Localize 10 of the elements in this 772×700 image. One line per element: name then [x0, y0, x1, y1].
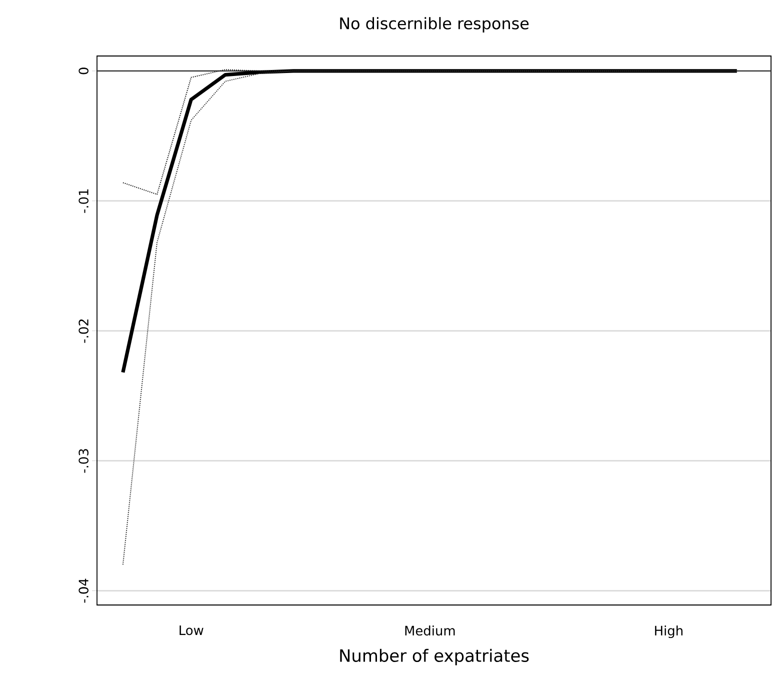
- chart-title: No discernible response: [340, 17, 529, 32]
- y-tick-label: -.03: [78, 449, 88, 473]
- x-axis-title: Number of expatriates: [340, 648, 529, 666]
- x-tick-label: Medium: [405, 626, 455, 636]
- x-tick-label: High: [655, 626, 682, 638]
- y-tick-label: -.02: [78, 319, 88, 343]
- y-tick-label: 0: [78, 68, 88, 74]
- y-tick-label: -.01: [78, 189, 88, 213]
- x-tick-label: Low: [180, 626, 204, 636]
- y-tick-label: -.04: [78, 578, 88, 603]
